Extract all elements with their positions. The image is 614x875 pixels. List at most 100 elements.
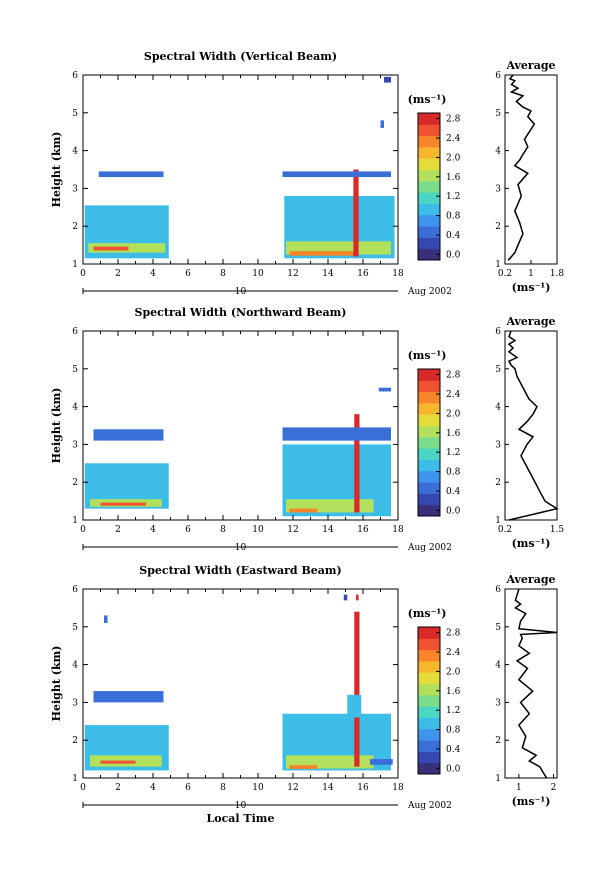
x-tick-label: 6 <box>185 269 191 279</box>
colorbar-unit: (ms⁻¹) <box>408 349 447 362</box>
colorbar-swatch <box>418 436 440 449</box>
colorbar-swatch <box>418 672 440 685</box>
data-cell <box>356 594 359 601</box>
x-tick-label: 6 <box>185 783 191 793</box>
colorbar-swatch <box>418 113 440 125</box>
colorbar-swatch <box>418 369 440 381</box>
data-cell <box>93 246 129 251</box>
colorbar-tick-label: 0.0 <box>446 506 461 516</box>
colorbar-swatch <box>418 380 440 393</box>
average-profile-line <box>514 588 558 779</box>
y-axis-label: Height (km) <box>50 646 63 722</box>
average-x-tick-label: 1.5 <box>550 525 565 535</box>
date-suffix: Aug 2002 <box>407 543 452 553</box>
x-tick-label: 0 <box>80 783 86 793</box>
x-tick-label: 4 <box>150 525 156 535</box>
x-tick-label: 8 <box>220 525 226 535</box>
colorbar-tick-label: 1.2 <box>446 448 460 458</box>
x-tick-label: 12 <box>287 783 298 793</box>
colorbar-swatch <box>418 717 440 730</box>
colorbar-swatch <box>418 214 440 227</box>
colorbar-swatch <box>418 237 440 250</box>
colorbar-swatch <box>418 638 440 651</box>
data-cell <box>282 171 391 178</box>
date-label: 10 <box>235 287 247 297</box>
y-tick-label: 2 <box>72 736 78 746</box>
colorbar-tick-label: 0.8 <box>446 726 461 736</box>
x-tick-label: 8 <box>220 783 226 793</box>
average-y-tick-label: 1 <box>495 516 501 526</box>
colorbar-swatch <box>418 425 440 438</box>
average-x-label: (ms⁻¹) <box>512 537 551 550</box>
colorbar-tick-label: 0.0 <box>446 250 461 260</box>
colorbar-swatch <box>418 203 440 216</box>
average-title: Average <box>505 573 555 586</box>
data-cell <box>282 427 391 441</box>
average-x-tick-label: 0.2 <box>498 525 512 535</box>
average-y-tick-label: 3 <box>495 184 501 194</box>
average-x-tick-label: 0.2 <box>498 269 512 279</box>
y-tick-label: 2 <box>72 478 78 488</box>
average-y-tick-label: 3 <box>495 440 501 450</box>
data-cell <box>93 691 164 703</box>
colorbar-swatch <box>418 740 440 752</box>
colorbar-swatch <box>418 504 440 517</box>
colorbar-tick-label: 0.4 <box>446 231 461 241</box>
colorbar-unit: (ms⁻¹) <box>408 607 447 620</box>
y-tick-label: 5 <box>72 109 78 119</box>
x-tick-label: 4 <box>150 783 156 793</box>
y-tick-label: 4 <box>72 147 78 157</box>
colorbar-tick-label: 0.8 <box>446 212 461 222</box>
colorbar-swatch <box>418 751 440 764</box>
x-tick-label: 16 <box>357 525 369 535</box>
data-cell <box>347 694 362 718</box>
x-tick-label: 2 <box>115 269 121 279</box>
x-tick-label: 10 <box>252 783 264 793</box>
x-tick-label: 18 <box>392 783 404 793</box>
average-x-tick-label: 2 <box>551 783 557 793</box>
colorbar-swatch <box>418 146 440 159</box>
x-tick-label: 0 <box>80 525 86 535</box>
average-y-tick-label: 6 <box>495 585 501 595</box>
colorbar-tick-label: 1.6 <box>446 173 461 183</box>
colorbar-tick-label: 2.8 <box>446 371 461 381</box>
colorbar-swatch <box>418 459 440 472</box>
y-tick-label: 1 <box>72 774 78 784</box>
y-tick-label: 6 <box>72 585 78 595</box>
colorbar-swatch <box>418 180 440 193</box>
average-y-tick-label: 2 <box>495 222 501 232</box>
average-frame <box>504 330 558 521</box>
colorbar-swatch <box>418 728 440 741</box>
colorbar-tick-label: 2.0 <box>446 153 461 163</box>
colorbar-tick-label: 0.4 <box>446 487 461 497</box>
x-axis-label: Local Time <box>207 812 275 825</box>
colorbar-tick-label: 2.0 <box>446 667 461 677</box>
colorbar-swatch <box>418 482 440 494</box>
colorbar-unit: (ms⁻¹) <box>408 93 447 106</box>
colorbar-swatch <box>418 192 440 204</box>
colorbar-swatch <box>418 391 440 404</box>
colorbar-tick-label: 2.4 <box>446 134 461 144</box>
x-tick-label: 16 <box>357 783 369 793</box>
colorbar-tick-label: 1.2 <box>446 706 460 716</box>
average-y-tick-label: 2 <box>495 478 501 488</box>
average-y-tick-label: 4 <box>495 661 501 671</box>
average-y-tick-label: 6 <box>495 327 501 337</box>
y-tick-label: 1 <box>72 516 78 526</box>
colorbar-swatch <box>418 470 440 483</box>
data-cell <box>343 594 348 601</box>
y-tick-label: 4 <box>72 403 78 413</box>
date-label: 10 <box>235 543 247 553</box>
colorbar-tick-label: 2.4 <box>446 390 461 400</box>
average-y-tick-label: 5 <box>495 109 501 119</box>
average-y-tick-label: 2 <box>495 736 501 746</box>
colorbar-swatch <box>418 448 440 460</box>
colorbar-frame <box>417 112 441 261</box>
data-cell <box>93 429 164 441</box>
x-tick-label: 14 <box>322 525 334 535</box>
colorbar-frame <box>417 368 441 517</box>
average-y-tick-label: 1 <box>495 774 501 784</box>
y-axis-label: Height (km) <box>50 132 63 208</box>
average-y-tick-label: 1 <box>495 260 501 270</box>
colorbar-tick-label: 0.4 <box>446 745 461 755</box>
